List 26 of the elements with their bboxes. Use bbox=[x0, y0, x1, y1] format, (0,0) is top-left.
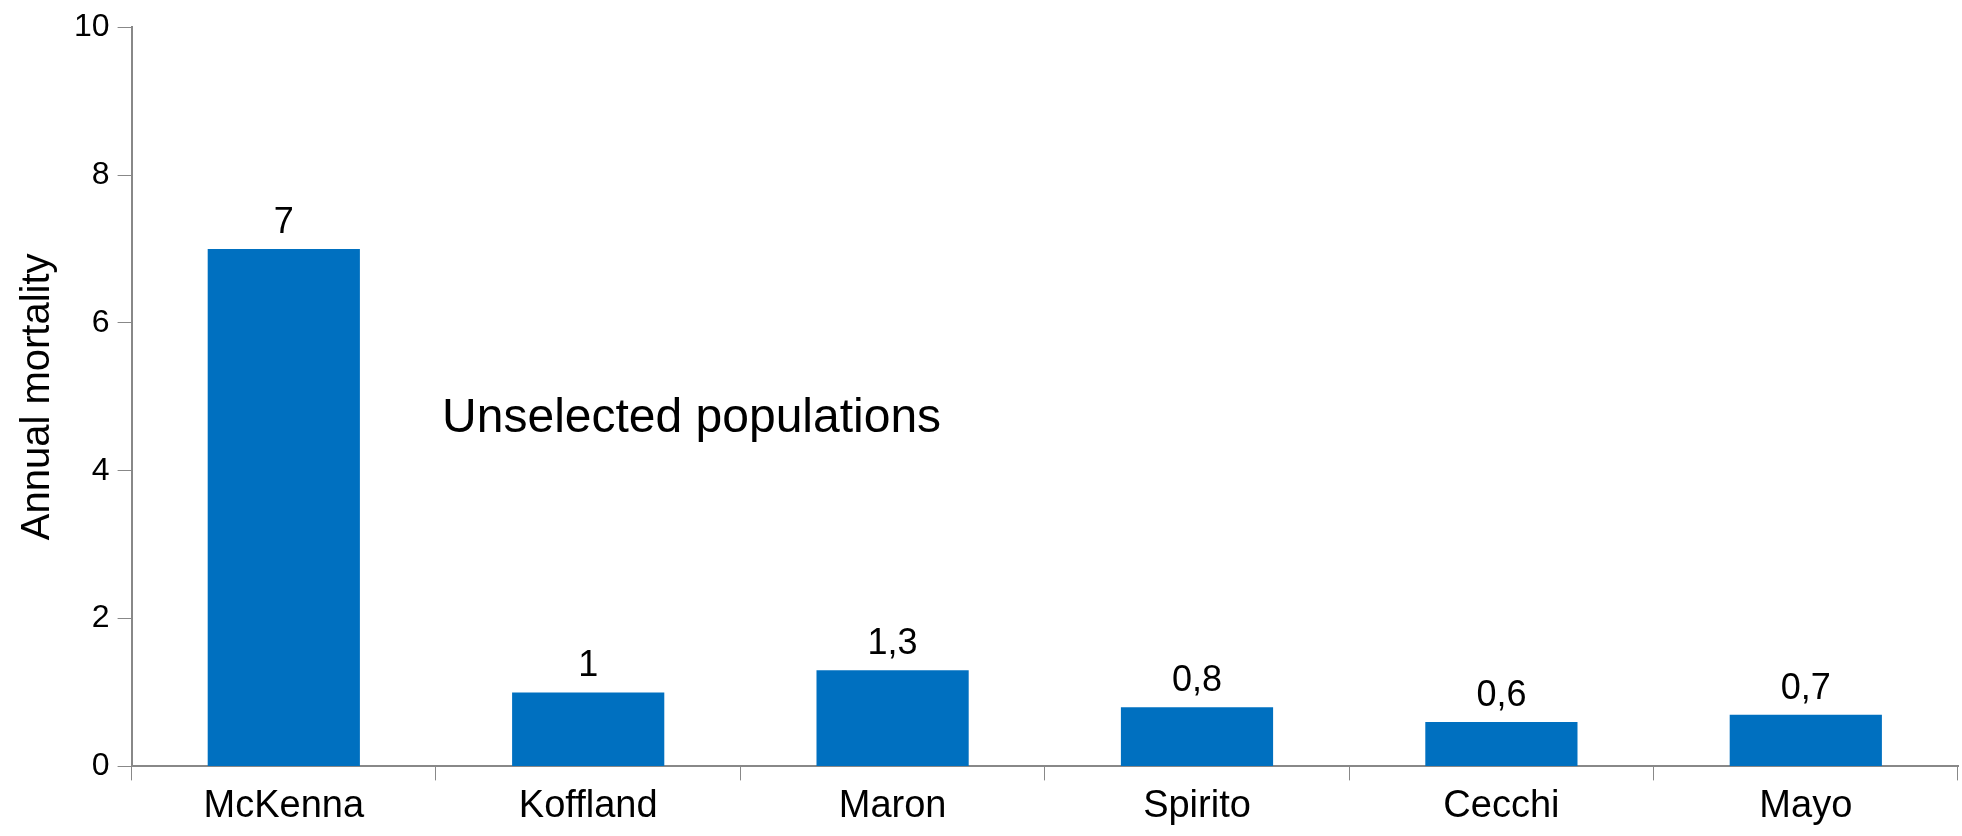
y-tick-label: 6 bbox=[91, 302, 110, 339]
data-label: 0,8 bbox=[1171, 658, 1223, 700]
data-label: 0,6 bbox=[1476, 672, 1527, 714]
x-tick-label: Mayo bbox=[1759, 782, 1853, 825]
y-tick-label: 4 bbox=[91, 450, 110, 487]
x-tick-label: Cecchi bbox=[1443, 782, 1560, 825]
bar bbox=[1425, 722, 1578, 766]
y-tick-label: 8 bbox=[91, 154, 110, 191]
x-tick-label: Maron bbox=[838, 782, 947, 825]
bar bbox=[1120, 707, 1274, 766]
y-tick-label: 2 bbox=[91, 598, 110, 635]
y-tick-label: 10 bbox=[74, 7, 110, 44]
x-tick-label: Spirito bbox=[1143, 782, 1251, 825]
y-tick-label: 0 bbox=[91, 746, 110, 783]
x-tick-label: Koffland bbox=[518, 782, 658, 825]
annotation: Unselected populations bbox=[442, 389, 942, 443]
data-label: 0,7 bbox=[1780, 665, 1831, 707]
x-tick-label: McKenna bbox=[203, 782, 365, 825]
data-label: 1,3 bbox=[867, 621, 918, 663]
y-axis-title: Annual mortality bbox=[13, 253, 58, 541]
data-label: 7 bbox=[273, 199, 294, 241]
bar bbox=[1729, 714, 1882, 766]
bar bbox=[207, 248, 360, 766]
data-label: 1 bbox=[578, 643, 599, 685]
bar bbox=[816, 670, 969, 766]
bar bbox=[512, 692, 665, 766]
